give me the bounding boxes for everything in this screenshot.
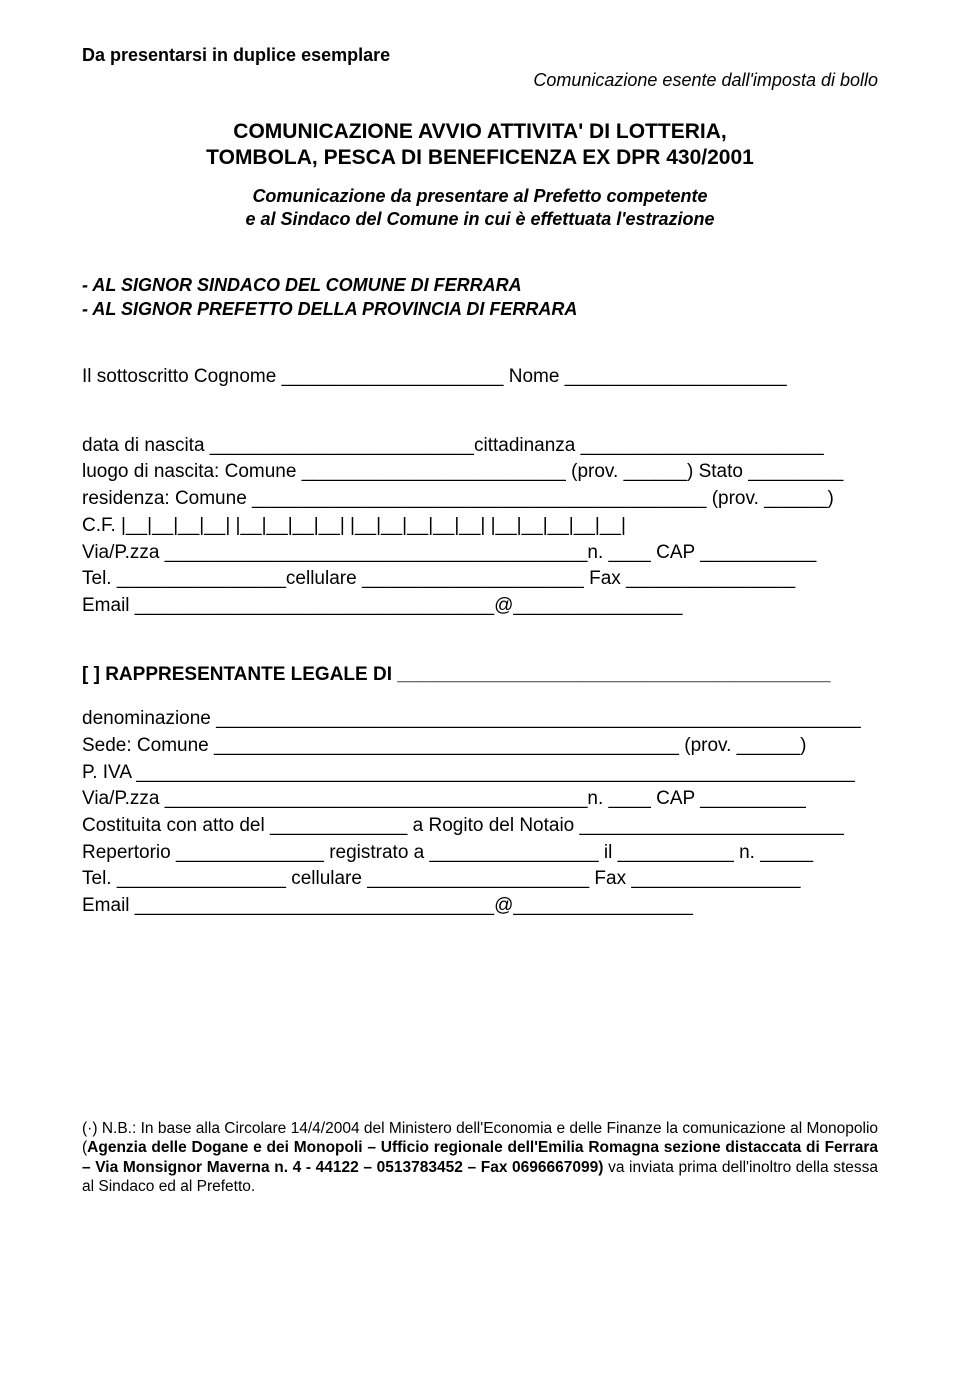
declarant-luogo: luogo di nascita: Comune _______________… xyxy=(82,460,878,485)
document-title: COMUNICAZIONE AVVIO ATTIVITA' DI LOTTERI… xyxy=(82,119,878,172)
header-right: Comunicazione esente dall'imposta di bol… xyxy=(82,69,878,92)
declarant-cognome-nome: Il sottoscritto Cognome ________________… xyxy=(82,365,878,390)
title-line-2: TOMBOLA, PESCA DI BENEFICENZA EX DPR 430… xyxy=(82,145,878,171)
subtitle-line-1: Comunicazione da presentare al Prefetto … xyxy=(82,185,878,208)
declarant-nascita: data di nascita ________________________… xyxy=(82,434,878,459)
declarant-tel: Tel. ________________cellulare _________… xyxy=(82,567,878,592)
declarant-via: Via/P.zza ______________________________… xyxy=(82,541,878,566)
declarant-email: Email __________________________________… xyxy=(82,594,878,619)
legal-rep-denom: denominazione __________________________… xyxy=(82,707,878,732)
footnote: (·) N.B.: In base alla Circolare 14/4/20… xyxy=(82,1119,878,1197)
footnote-marker: (·) xyxy=(82,1120,102,1137)
legal-rep-email: Email __________________________________… xyxy=(82,894,878,919)
header-left: Da presentarsi in duplice esemplare xyxy=(82,44,878,67)
document-subtitle: Comunicazione da presentare al Prefetto … xyxy=(82,185,878,230)
legal-rep-via: Via/P.zza ______________________________… xyxy=(82,787,878,812)
recipient-line-2: - AL SIGNOR PREFETTO DELLA PROVINCIA DI … xyxy=(82,298,878,321)
legal-rep-tel: Tel. ________________ cellulare ________… xyxy=(82,867,878,892)
legal-rep-piva: P. IVA _________________________________… xyxy=(82,761,878,786)
subtitle-line-2: e al Sindaco del Comune in cui è effettu… xyxy=(82,208,878,231)
legal-rep-heading: [ ] RAPPRESENTANTE LEGALE DI ___________… xyxy=(82,663,878,688)
recipients-block: - AL SIGNOR SINDACO DEL COMUNE DI FERRAR… xyxy=(82,274,878,321)
declarant-block: data di nascita ________________________… xyxy=(82,434,878,619)
declarant-cf: C.F. |__|__|__|__| |__|__|__|__| |__|__|… xyxy=(82,514,878,539)
legal-rep-repertorio: Repertorio ______________ registrato a _… xyxy=(82,841,878,866)
title-line-1: COMUNICAZIONE AVVIO ATTIVITA' DI LOTTERI… xyxy=(82,119,878,145)
legal-rep-sede: Sede: Comune ___________________________… xyxy=(82,734,878,759)
declarant-residenza: residenza: Comune ______________________… xyxy=(82,487,878,512)
legal-rep-block: denominazione __________________________… xyxy=(82,707,878,919)
recipient-line-1: - AL SIGNOR SINDACO DEL COMUNE DI FERRAR… xyxy=(82,274,878,297)
legal-rep-atto: Costituita con atto del _____________ a … xyxy=(82,814,878,839)
